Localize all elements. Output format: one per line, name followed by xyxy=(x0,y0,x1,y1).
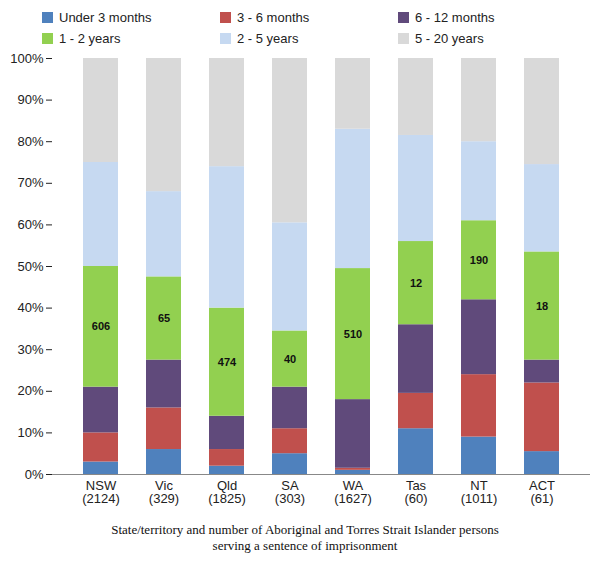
svg-text:65: 65 xyxy=(158,312,170,324)
svg-text:12: 12 xyxy=(410,277,422,289)
svg-text:474: 474 xyxy=(218,356,237,368)
svg-text:SA(303): SA(303) xyxy=(275,478,305,506)
svg-text:0%: 0% xyxy=(25,467,44,482)
svg-text:NSW(2124): NSW(2124) xyxy=(82,478,120,506)
svg-text:40: 40 xyxy=(284,353,296,365)
svg-text:Tas(60): Tas(60) xyxy=(404,478,427,506)
svg-text:606: 606 xyxy=(92,320,110,332)
svg-text:NT(1011): NT(1011) xyxy=(461,478,498,506)
svg-text:100%: 100% xyxy=(10,51,44,66)
svg-text:18: 18 xyxy=(536,300,548,312)
html-text:Under 3 months: Under 3 months xyxy=(59,10,152,25)
svg-text:Vic(329): Vic(329) xyxy=(149,478,179,506)
svg-text:WA(1627): WA(1627) xyxy=(334,478,372,506)
svg-text:510: 510 xyxy=(344,328,362,340)
svg-text:50%: 50% xyxy=(17,259,43,274)
svg-text:70%: 70% xyxy=(17,175,43,190)
svg-text:Qld(1825): Qld(1825) xyxy=(208,478,246,506)
html-text:3 - 6 months: 3 - 6 months xyxy=(237,10,310,25)
svg-text:190: 190 xyxy=(470,254,488,266)
svg-text:60%: 60% xyxy=(17,217,43,232)
html-text:6 - 12 months: 6 - 12 months xyxy=(415,10,495,25)
html-text:5 - 20 years: 5 - 20 years xyxy=(415,31,484,46)
svg-text:40%: 40% xyxy=(17,300,43,315)
html-text:2 - 5 years: 2 - 5 years xyxy=(237,31,299,46)
html-text:State/territory and number of: State/territory and number of Aboriginal… xyxy=(111,522,499,554)
svg-text:ACT(61): ACT(61) xyxy=(529,478,555,506)
svg-text:80%: 80% xyxy=(17,134,43,149)
svg-text:30%: 30% xyxy=(17,342,43,357)
html-text:1 - 2 years: 1 - 2 years xyxy=(59,31,121,46)
svg-text:20%: 20% xyxy=(17,383,43,398)
svg-text:10%: 10% xyxy=(17,425,43,440)
svg-text:90%: 90% xyxy=(17,92,43,107)
